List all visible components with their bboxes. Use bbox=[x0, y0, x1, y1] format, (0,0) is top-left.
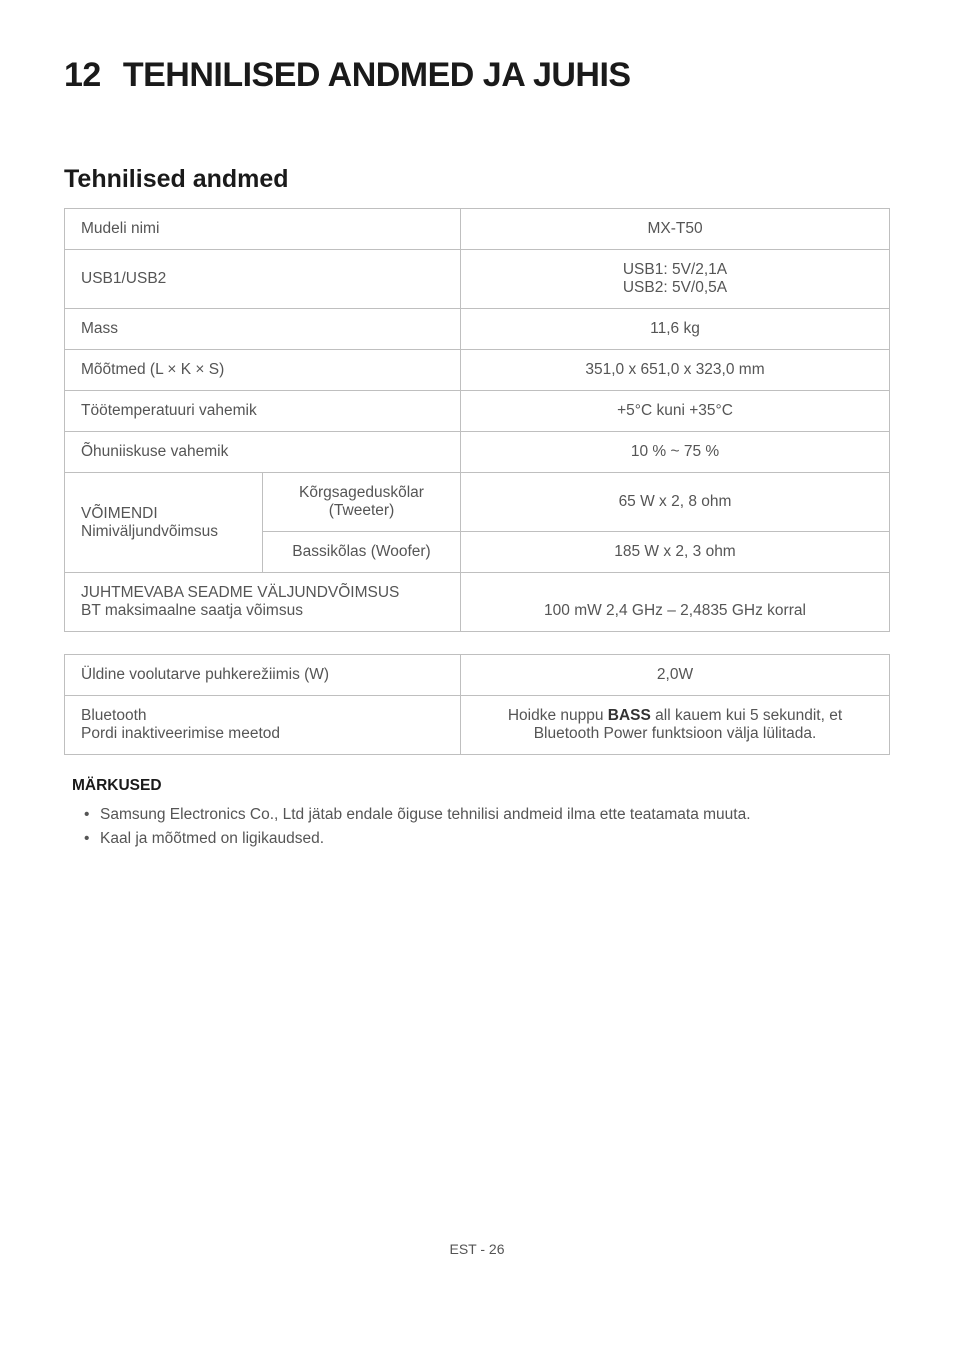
wireless-label: JUHTMEVABA SEADME VÄLJUNDVÕIMSUS BT maks… bbox=[65, 573, 461, 632]
spec-value: 11,6 kg bbox=[461, 309, 890, 350]
table-row: Üldine voolutarve puhkerežiimis (W) 2,0W bbox=[65, 655, 890, 696]
list-item: Kaal ja mõõtmed on ligikaudsed. bbox=[100, 827, 890, 851]
table-row: Mõõtmed (L × K × S) 351,0 x 651,0 x 323,… bbox=[65, 350, 890, 391]
spec-label: Mudeli nimi bbox=[65, 209, 461, 250]
table-row: Mudeli nimi MX-T50 bbox=[65, 209, 890, 250]
spec-table: Mudeli nimi MX-T50 USB1/USB2 USB1: 5V/2,… bbox=[64, 208, 890, 632]
amp-woofer-value: 185 W x 2, 3 ohm bbox=[461, 532, 890, 573]
table-row: Töötemperatuuri vahemik +5°C kuni +35°C bbox=[65, 391, 890, 432]
spec-label: USB1/USB2 bbox=[65, 250, 461, 309]
power-table: Üldine voolutarve puhkerežiimis (W) 2,0W… bbox=[64, 654, 890, 755]
notes-heading: MÄRKUSED bbox=[64, 777, 890, 795]
table-row: VÕIMENDI Nimiväljundvõimsus Kõrgsagedusk… bbox=[65, 473, 890, 532]
list-item: Samsung Electronics Co., Ltd jätab endal… bbox=[100, 803, 890, 827]
spec-label: Õhuniiskuse vahemik bbox=[65, 432, 461, 473]
bt-deactivate-label: Bluetooth Pordi inaktiveerimise meetod bbox=[65, 696, 461, 755]
amp-tweeter-value: 65 W x 2, 8 ohm bbox=[461, 473, 890, 532]
amp-tweeter-label: Kõrgsageduskõlar (Tweeter) bbox=[263, 473, 461, 532]
standby-value: 2,0W bbox=[461, 655, 890, 696]
spec-value: 10 % ~ 75 % bbox=[461, 432, 890, 473]
amp-woofer-label: Bassikõlas (Woofer) bbox=[263, 532, 461, 573]
spec-value: USB1: 5V/2,1A USB2: 5V/0,5A bbox=[461, 250, 890, 309]
spec-value: MX-T50 bbox=[461, 209, 890, 250]
spec-label: Mass bbox=[65, 309, 461, 350]
table-row: Õhuniiskuse vahemik 10 % ~ 75 % bbox=[65, 432, 890, 473]
chapter-number: 12 bbox=[64, 56, 101, 94]
bt-deactivate-value: Hoidke nuppu BASS all kauem kui 5 sekund… bbox=[461, 696, 890, 755]
spec-label: Töötemperatuuri vahemik bbox=[65, 391, 461, 432]
table-row: Mass 11,6 kg bbox=[65, 309, 890, 350]
wireless-value: 100 mW 2,4 GHz – 2,4835 GHz korral bbox=[461, 573, 890, 632]
table-row: JUHTMEVABA SEADME VÄLJUNDVÕIMSUS BT maks… bbox=[65, 573, 890, 632]
spec-value: 351,0 x 651,0 x 323,0 mm bbox=[461, 350, 890, 391]
spec-value: +5°C kuni +35°C bbox=[461, 391, 890, 432]
section-title: Tehnilised andmed bbox=[64, 165, 890, 194]
amp-group-label: VÕIMENDI Nimiväljundvõimsus bbox=[65, 473, 263, 573]
chapter-title: TEHNILISED ANDMED JA JUHIS bbox=[123, 56, 631, 94]
page-footer: EST - 26 bbox=[64, 1241, 890, 1257]
standby-label: Üldine voolutarve puhkerežiimis (W) bbox=[65, 655, 461, 696]
notes-list: Samsung Electronics Co., Ltd jätab endal… bbox=[64, 803, 890, 851]
table-row: Bluetooth Pordi inaktiveerimise meetod H… bbox=[65, 696, 890, 755]
chapter-heading: 12 TEHNILISED ANDMED JA JUHIS bbox=[64, 56, 890, 95]
spec-label: Mõõtmed (L × K × S) bbox=[65, 350, 461, 391]
table-row: USB1/USB2 USB1: 5V/2,1A USB2: 5V/0,5A bbox=[65, 250, 890, 309]
